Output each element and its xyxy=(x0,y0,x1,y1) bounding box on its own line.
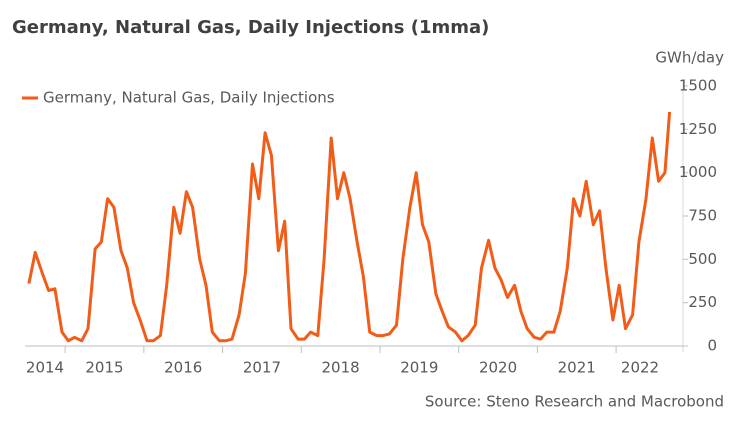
y-axis-label: GWh/day xyxy=(655,49,724,67)
x-tick-label: 2014 xyxy=(26,359,64,377)
x-tick-label: 2015 xyxy=(85,359,123,377)
x-tick-label: 2020 xyxy=(479,359,517,377)
source: Source: Steno Research and Macrobond xyxy=(425,393,724,411)
line xyxy=(27,111,672,343)
x-tick-label: 2018 xyxy=(322,359,360,377)
x-tick-label: 2017 xyxy=(243,359,281,377)
x-tick-label: 2021 xyxy=(558,359,596,377)
y-tick-label: 0 xyxy=(707,337,717,355)
y-tick-label: 500 xyxy=(688,250,717,268)
y-tick-label: 250 xyxy=(688,293,717,311)
x-tick-label: 2016 xyxy=(164,359,202,377)
chart-title: Germany, Natural Gas, Daily Injections (… xyxy=(12,17,489,38)
y-tick-label: 1250 xyxy=(679,120,717,138)
y-tick-label: 1500 xyxy=(679,77,717,95)
x-tick-label: 2022 xyxy=(621,359,659,377)
x-tick-label: 2019 xyxy=(400,359,438,377)
y-tick-label: 1000 xyxy=(679,163,717,181)
y-tick-label: 750 xyxy=(688,207,717,225)
legend-label: Germany, Natural Gas, Daily Injections xyxy=(43,89,335,107)
